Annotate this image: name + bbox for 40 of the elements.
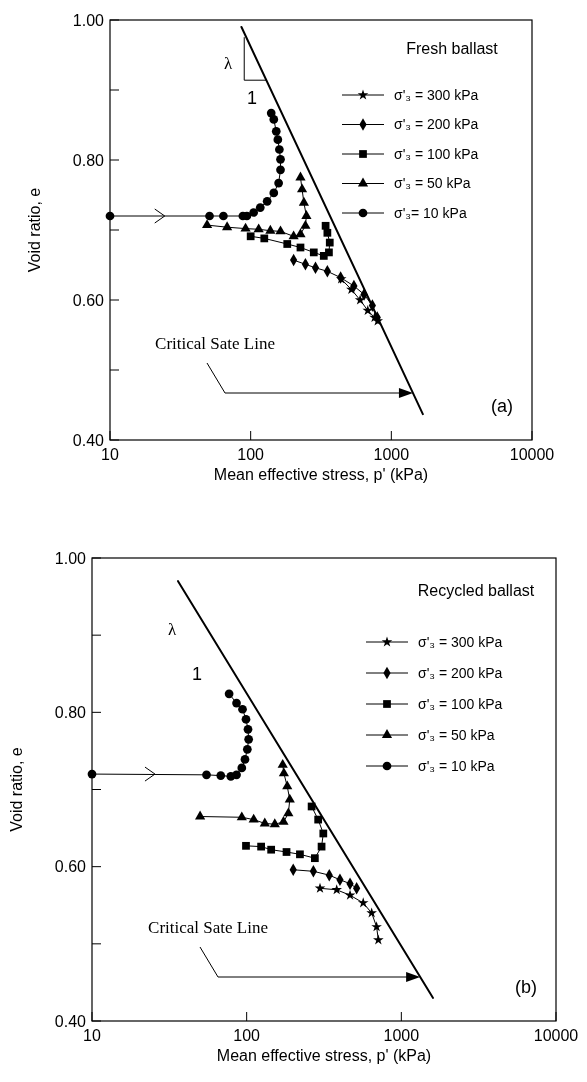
x-tick-label: 10000 (509, 446, 555, 463)
annotation: Critical Sate Line (148, 917, 268, 937)
legend-label: σ'₃ = 50 kPa (418, 726, 495, 743)
y-tick-label: 1.00 (72, 11, 105, 29)
legend-label: σ'₃ = 300 kPa (394, 86, 479, 103)
x-tick-label: 10 (83, 1027, 101, 1044)
annotation: 1 (246, 88, 258, 109)
y-tick-label: 0.80 (54, 703, 87, 721)
y-tick-label: 0.60 (54, 858, 87, 876)
legend-label: σ'₃ = 50 kPa (394, 175, 471, 192)
y-tick-label: 0.80 (72, 151, 105, 169)
legend-title: Fresh ballast (406, 40, 499, 57)
x-tick-label: 10 (101, 446, 119, 463)
y-tick-label: 0.40 (72, 431, 105, 449)
x-axis-title: Mean effective stress, p' (kPa) (213, 466, 429, 483)
legend-title: Recycled ballast (417, 582, 535, 599)
y-tick-label: 1.00 (54, 549, 87, 567)
legend-label: σ'₃ = 200 kPa (394, 116, 479, 133)
y-axis-title: Void ratio, e (8, 747, 25, 832)
annotation: λ (167, 619, 177, 639)
y-tick-label: 0.40 (54, 1012, 87, 1030)
legend-label: σ'₃ = 200 kPa (418, 664, 503, 681)
annotation: λ (224, 54, 234, 74)
annotation: (b) (515, 977, 537, 997)
legend-label: σ'₃ = 300 kPa (418, 633, 503, 650)
annotation: 1 (191, 664, 203, 685)
y-axis-title: Void ratio, e (26, 187, 43, 273)
x-tick-label: 10000 (533, 1027, 579, 1044)
legend-label: σ'₃ = 10 kPa (418, 757, 495, 774)
x-tick-label: 100 (237, 446, 265, 463)
x-tick-label: 100 (233, 1027, 261, 1044)
annotation: (a) (491, 396, 513, 416)
y-tick-label: 0.60 (72, 291, 105, 309)
annotation: Critical Sate Line (155, 333, 275, 353)
x-axis-title: Mean effective stress, p' (kPa) (216, 1047, 432, 1064)
legend-label: σ'₃ = 100 kPa (394, 145, 479, 162)
x-tick-label: 1000 (373, 446, 410, 463)
x-tick-label: 1000 (383, 1027, 420, 1044)
legend-label: σ'₃= 10 kPa (394, 204, 467, 221)
legend-label: σ'₃ = 100 kPa (418, 695, 503, 712)
